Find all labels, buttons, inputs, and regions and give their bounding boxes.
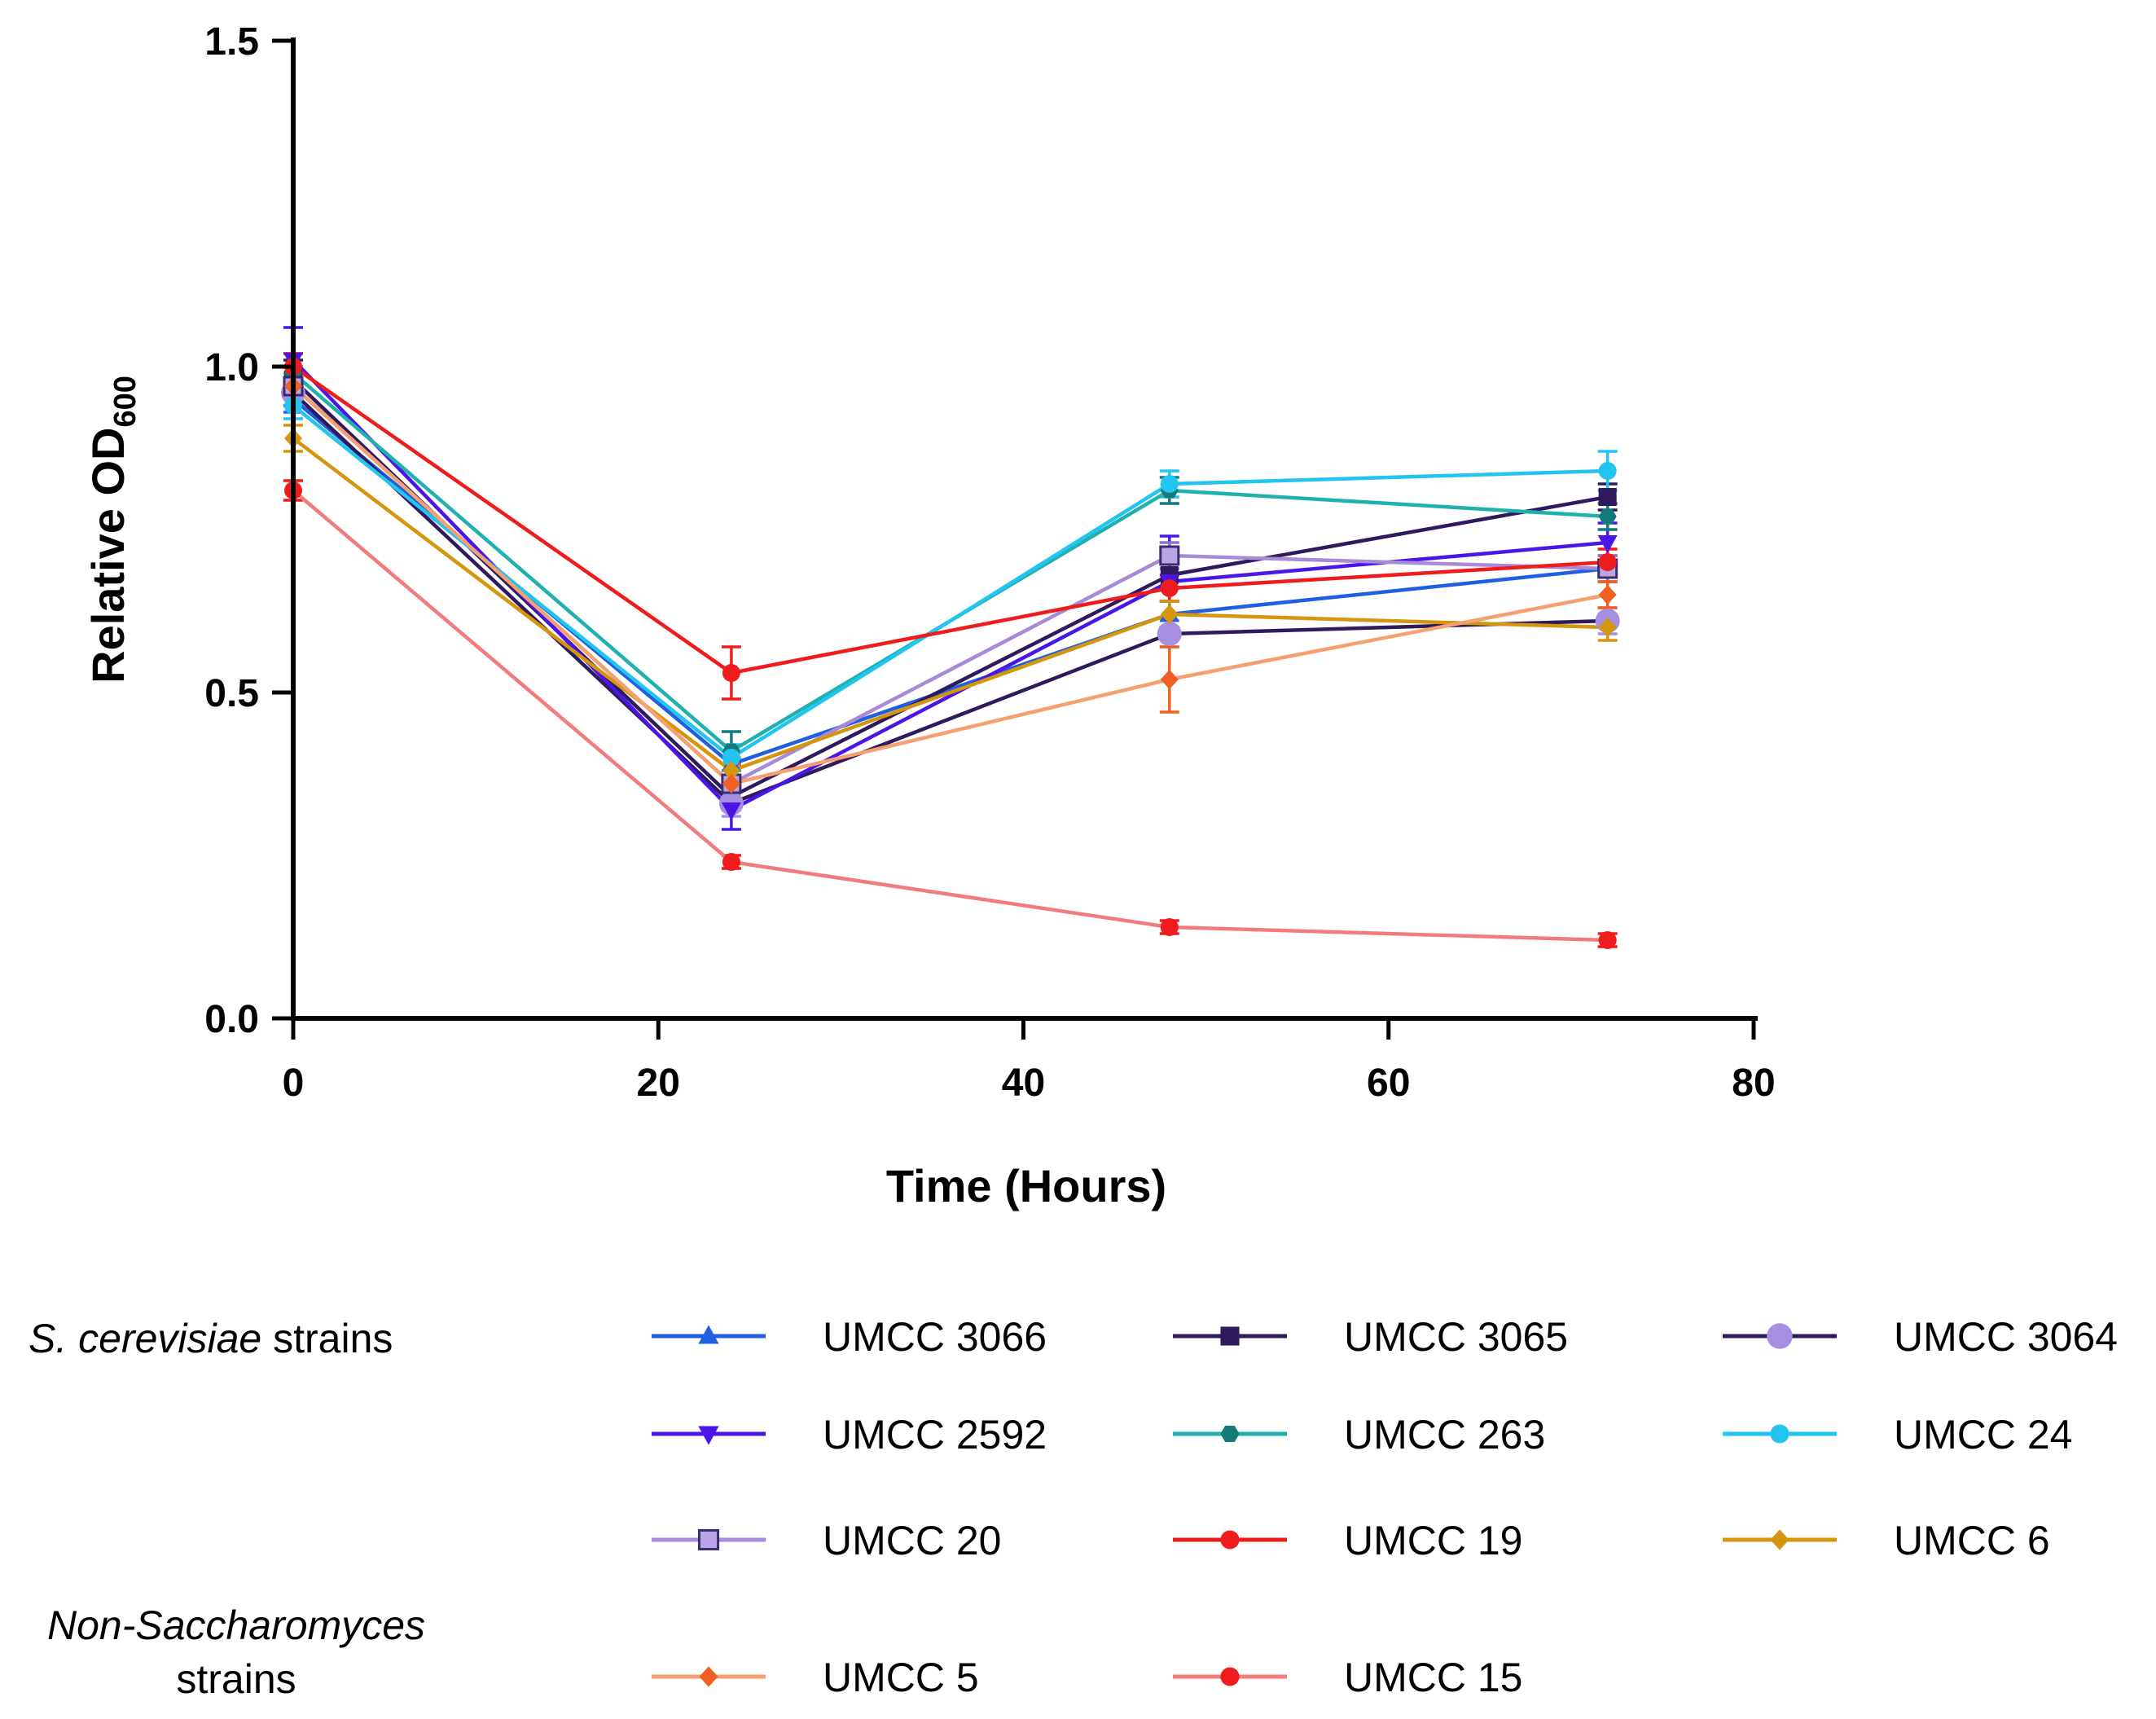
axes [291,37,1758,1021]
y-axis-title-subscript: 600 [108,376,143,427]
y-axis-title: Relative OD600 [82,376,143,684]
legend-marker-umcc-5 [699,1666,718,1687]
legend-label-umcc-3065: UMCC 3065 [1344,1314,1568,1360]
error-bars [283,326,1618,948]
y-tick-label-3: 1.5 [204,20,259,64]
point-umcc-2592-1 [721,802,741,820]
legend-item-umcc-263: UMCC 263 [1173,1412,1545,1457]
x-tick-label-20: 20 [637,1062,680,1105]
legend-marker-umcc-3064 [1767,1323,1793,1349]
series-line-umcc-6 [292,437,1608,773]
legend-item-umcc-19: UMCC 19 [1173,1518,1522,1563]
series-line-umcc-20 [292,385,1608,786]
legend-marker-umcc-3066 [698,1325,719,1344]
point-umcc-6-2 [1160,605,1179,624]
point-umcc-15-1 [722,853,740,871]
legend-marker-umcc-263 [1220,1425,1240,1443]
point-umcc-19-3 [1598,553,1617,571]
x-axis-title: Time (Hours) [886,1160,1166,1211]
legend-group-non-saccharomyces-line1: Non-Saccharomyces [47,1602,425,1648]
legend-group-s-cerevisiae-italic: S. cerevisiae [29,1316,261,1361]
legend-group-non-saccharomyces-line2: strains [176,1656,296,1702]
legend-label-umcc-6: UMCC 6 [1894,1518,2050,1563]
legend-item-umcc-15: UMCC 15 [1173,1655,1522,1700]
legend-item-umcc-3065: UMCC 3065 [1173,1314,1568,1360]
legend-label-umcc-5: UMCC 5 [823,1655,979,1700]
point-umcc-263-3 [1598,508,1617,525]
legend-item-umcc-6: UMCC 6 [1723,1518,2050,1563]
series-line-umcc-2592 [292,358,1608,812]
legend-item-umcc-3064: UMCC 3064 [1723,1314,2118,1360]
point-umcc-6-1 [722,761,740,780]
point-umcc-19-1 [722,664,740,682]
legend-marker-umcc-24 [1770,1424,1789,1444]
point-umcc-5-3 [1598,585,1617,605]
legend-label-umcc-15: UMCC 15 [1344,1655,1522,1700]
legend-item-umcc-5: UMCC 5 [652,1655,979,1700]
legend-marker-umcc-6 [1770,1529,1789,1550]
legend-group-s-cerevisiae-rest: strains [261,1316,393,1361]
y-tick-label-1: 0.5 [204,672,259,715]
legend-marker-umcc-19 [1220,1530,1240,1550]
point-umcc-3064-2 [1157,622,1182,646]
legend-label-umcc-19: UMCC 19 [1344,1518,1522,1563]
series-line-umcc-19 [292,365,1608,675]
point-umcc-15-2 [1160,918,1179,936]
point-umcc-2592-3 [1597,535,1618,553]
series-line-umcc-3065 [292,378,1609,799]
x-tick-label-40: 40 [1002,1062,1045,1105]
point-umcc-19-2 [1160,579,1179,597]
legend-marker-umcc-20 [697,1528,720,1551]
legend-marker-umcc-15 [1220,1667,1240,1686]
point-umcc-24-3 [1598,462,1617,480]
legend-label-umcc-3064: UMCC 3064 [1894,1314,2118,1360]
legend-item-umcc-3066: UMCC 3066 [652,1314,1047,1360]
point-umcc-20-2 [1159,545,1180,566]
y-tick-label-2: 1.0 [204,346,259,389]
legend-label-umcc-24: UMCC 24 [1894,1412,2072,1457]
legend-marker-umcc-2592 [698,1426,719,1445]
point-umcc-5-2 [1160,670,1179,689]
legend-group-s-cerevisiae: S. cerevisiae strains [29,1316,393,1361]
point-umcc-24-2 [1160,475,1179,493]
legend-item-umcc-2592: UMCC 2592 [652,1412,1047,1457]
series-line-umcc-3064 [292,391,1608,806]
point-umcc-6-3 [1598,618,1617,637]
legend-item-umcc-20: UMCC 20 [652,1518,1001,1563]
point-umcc-3065-3 [1598,488,1617,506]
legend-label-umcc-263: UMCC 263 [1344,1412,1545,1457]
legend-label-umcc-3066: UMCC 3066 [823,1314,1047,1360]
legend-label-umcc-20: UMCC 20 [823,1518,1001,1563]
legend: S. cerevisiae strains Non-Saccharomyces … [29,1314,2118,1702]
legend-label-umcc-2592: UMCC 2592 [823,1412,1047,1457]
y-axis-title-main: Relative OD [82,428,134,684]
series-line-umcc-24 [292,404,1608,760]
series-lines [292,358,1609,943]
point-umcc-24-1 [722,749,740,767]
x-tick-label-80: 80 [1732,1062,1775,1105]
legend-marker-umcc-3065 [1220,1326,1240,1346]
series-line-umcc-15 [292,489,1608,943]
point-umcc-15-3 [1598,931,1617,949]
series-line-umcc-3066 [292,398,1608,767]
x-tick-label-0: 0 [283,1062,305,1105]
series-line-umcc-5 [292,385,1609,786]
point-umcc-5-1 [722,774,740,794]
x-tick-label-60: 60 [1367,1062,1410,1105]
y-tick-label-0: 0.0 [204,998,259,1041]
series-markers [281,353,1620,949]
ticks: 0 20 40 60 80 0.0 0.5 1.0 1.5 [204,20,1775,1105]
legend-item-umcc-24: UMCC 24 [1723,1412,2072,1457]
